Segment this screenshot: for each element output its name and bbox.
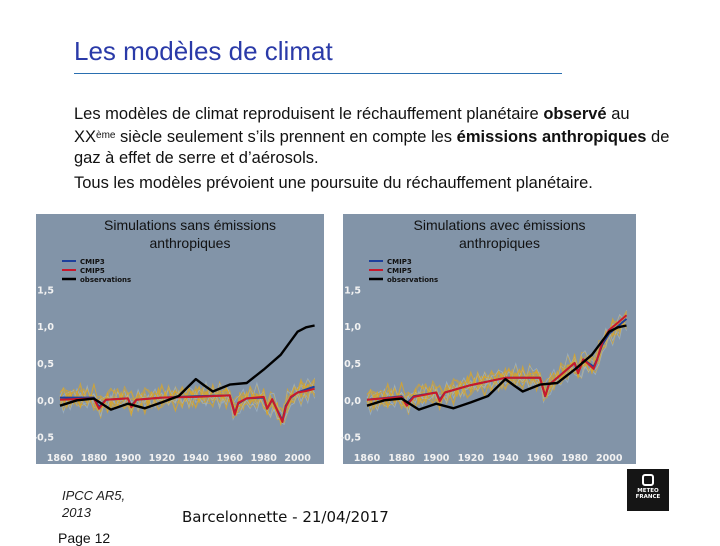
model-spread-line — [59, 386, 315, 421]
chart-panel-background — [343, 214, 636, 464]
y-tick-label: 1,5 — [37, 285, 54, 296]
y-tick-label: 0,5 — [344, 359, 361, 370]
y-tick-label: 1,0 — [37, 322, 54, 333]
chart-title-line-1: Simulations avec émissions — [414, 217, 586, 233]
second-paragraph: Tous les modèles prévoient une poursuite… — [74, 174, 593, 192]
y-tick-label: 1,0 — [344, 322, 361, 333]
x-tick-label: 1980 — [250, 453, 277, 464]
intro-text-2: au XX — [74, 105, 630, 146]
intro-text-1: Les modèles de climat reproduisent le ré… — [74, 105, 544, 123]
y-tick-label: 1,5 — [344, 285, 361, 296]
x-tick-label: 1900 — [423, 453, 450, 464]
legend-label: CMIP3 — [80, 258, 105, 266]
x-tick-label: 1980 — [561, 453, 588, 464]
legend-label: CMIP5 — [80, 267, 105, 275]
slide-body: Les modèles de climat reproduisent le ré… — [74, 104, 674, 194]
intro-bold-emissions: émissions anthropiques — [456, 128, 647, 146]
x-tick-label: 1880 — [388, 453, 415, 464]
x-tick-label: 1960 — [217, 453, 244, 464]
chart-panel-1: Simulations sans émissions anthropiques 1,… — [36, 214, 324, 464]
intro-superscript: ème — [96, 130, 116, 141]
legend-label: observations — [387, 276, 438, 284]
intro-bold-observed: observé — [543, 105, 607, 123]
intro-text-3: siècle seulement s’ils prennent en compt… — [115, 128, 457, 146]
y-tick-label: 0,0 — [344, 396, 361, 407]
source-line-1: IPCC AR5, — [62, 488, 126, 503]
page-number: Page 12 — [58, 530, 111, 546]
x-tick-label: 1960 — [527, 453, 554, 464]
intro-text-4: de gaz à effet de serre et d’aérosols. — [74, 128, 670, 167]
chart-panel-2: Simulations avec émissions anthropiques 1,… — [340, 214, 636, 464]
legend-label: observations — [80, 276, 131, 284]
climate-simulations-figure: Simulations sans émissions anthropiques 1,… — [36, 214, 636, 464]
x-tick-label: 1940 — [183, 453, 210, 464]
y-tick-label: -0,5 — [36, 433, 54, 444]
x-tick-label: 1940 — [492, 453, 519, 464]
x-tick-label: 1860 — [47, 453, 74, 464]
x-tick-label: 2000 — [284, 453, 311, 464]
logo-line-2: FRANCE — [635, 494, 661, 500]
model-spread-line — [366, 320, 627, 414]
meteo-france-logo: METEO FRANCE — [627, 469, 669, 511]
x-tick-label: 1920 — [458, 453, 485, 464]
intro-paragraph: Les modèles de climat reproduisent le ré… — [74, 104, 674, 169]
chart-title-line-2: anthropiques — [459, 235, 540, 251]
chart-panel-background — [36, 214, 324, 464]
logo-mark-icon — [642, 474, 654, 486]
climate-simulations-chart: Simulations sans émissions anthropiques 1,… — [36, 214, 636, 464]
legend-label: CMIP5 — [387, 267, 412, 275]
chart-title-line-2: anthropiques — [150, 235, 231, 251]
logo-line-1: METEO — [637, 488, 659, 494]
source-line-2: 2013 — [62, 505, 91, 520]
x-tick-label: 1860 — [354, 453, 381, 464]
series-line-cmip5 — [366, 314, 628, 407]
y-tick-label: -0,5 — [340, 433, 361, 444]
x-tick-label: 1900 — [115, 453, 142, 464]
y-tick-label: 0,5 — [37, 359, 54, 370]
title-underline — [74, 73, 562, 74]
slide-title: Les modèles de climat — [74, 36, 333, 66]
source-citation: IPCC AR5, 2013 — [62, 487, 125, 521]
legend-label: CMIP3 — [387, 258, 412, 266]
x-tick-label: 1920 — [149, 453, 176, 464]
x-tick-label: 2000 — [596, 453, 623, 464]
series-line-observations — [366, 324, 627, 411]
chart-title-line-1: Simulations sans émissions — [104, 217, 276, 233]
x-tick-label: 1880 — [81, 453, 108, 464]
series-line-observations — [59, 324, 315, 411]
series-line-cmip5 — [59, 387, 315, 423]
footer-text: Barcelonnette - 21/04/2017 — [182, 508, 389, 526]
y-tick-label: 0,0 — [37, 396, 54, 407]
